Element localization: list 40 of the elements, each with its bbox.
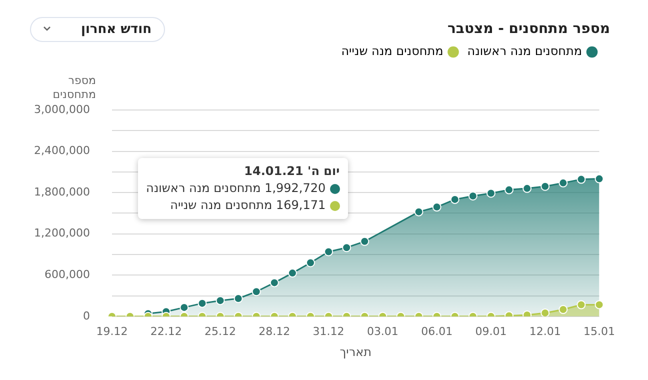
legend-label: מתחסנים מנה ראשונה	[467, 44, 582, 58]
y-tick-label: 600,000	[44, 268, 90, 281]
point	[468, 192, 478, 200]
dropdown: חודש אחרון	[30, 16, 165, 42]
annotation: יום ה' 14.01.21	[243, 163, 340, 180]
x-tick-label: 12.01	[529, 324, 561, 338]
y-tick-label: 0	[82, 309, 90, 322]
x-tick-label: 19.12	[96, 324, 128, 338]
x-tick-label: 15.01	[584, 324, 616, 338]
legend-label: מתחסנים מנה שנייה	[341, 44, 444, 58]
point	[360, 236, 370, 246]
y-tick-label: 1,200,000	[34, 226, 90, 240]
x-axis-title: תאריך	[340, 344, 372, 359]
y-tick-label: 2,400,000	[34, 144, 90, 158]
annotation: 1,992,720 מתחסנים מנה ראשונה	[146, 180, 326, 197]
y-tick-label: 1,800,000	[34, 185, 90, 198]
point	[486, 188, 496, 198]
point	[522, 184, 532, 193]
point	[414, 207, 424, 216]
y-axis-title: מספר מתחסנים	[52, 74, 96, 102]
point	[576, 174, 586, 184]
x-tick-label: 31.12	[312, 324, 344, 338]
point	[558, 178, 568, 188]
x-tick-label: 28.12	[258, 324, 290, 338]
annotation: 169,171 מתחסנים מנה שנייה	[170, 197, 326, 214]
point	[324, 247, 334, 256]
x-tick-label: 06.01	[421, 324, 453, 338]
point	[504, 185, 514, 194]
x-tick-label: 03.01	[366, 324, 398, 338]
point	[540, 182, 550, 191]
chart-title: מספר מתחסנים - מצטבר	[447, 21, 610, 37]
point	[306, 258, 315, 268]
point	[594, 174, 604, 184]
y-tick-label: 3,000,000	[34, 102, 90, 116]
x-tick-label: 22.12	[150, 324, 182, 338]
x-tick-label: 25.12	[204, 324, 236, 338]
x-tick-label: 09.01	[475, 324, 507, 338]
point	[540, 308, 550, 316]
point	[342, 243, 352, 252]
point	[432, 202, 442, 212]
